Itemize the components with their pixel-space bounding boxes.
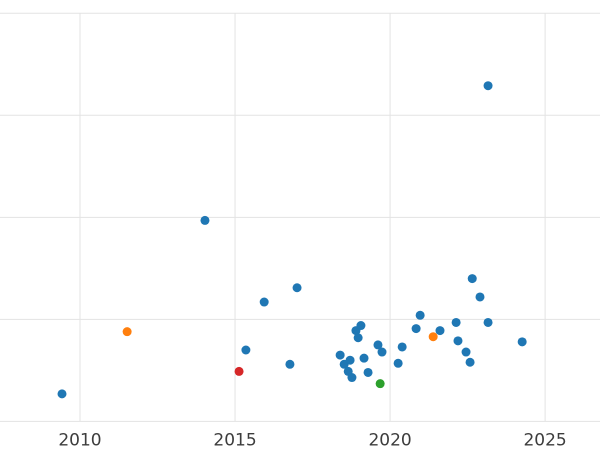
x-tick-label: 2025 xyxy=(523,430,566,450)
data-point xyxy=(415,310,425,320)
data-point xyxy=(483,81,493,91)
data-point xyxy=(428,332,438,342)
data-point xyxy=(356,321,366,331)
data-point xyxy=(359,353,369,363)
data-point xyxy=(483,317,493,327)
data-point xyxy=(335,350,345,360)
data-point xyxy=(377,347,387,357)
data-point xyxy=(435,326,445,336)
data-point xyxy=(122,327,132,337)
data-point xyxy=(353,333,363,343)
x-tick-label: 2020 xyxy=(368,430,411,450)
data-point xyxy=(234,366,244,376)
data-point xyxy=(393,358,403,368)
data-point xyxy=(375,379,385,389)
data-point xyxy=(241,345,251,355)
data-point xyxy=(345,355,355,365)
data-point xyxy=(451,317,461,327)
data-point xyxy=(453,336,463,346)
data-point xyxy=(517,337,527,347)
data-point xyxy=(465,357,475,367)
data-point xyxy=(259,297,269,307)
data-point xyxy=(411,324,421,334)
data-point xyxy=(57,389,67,399)
data-point xyxy=(347,373,357,383)
data-point xyxy=(373,340,383,350)
data-point xyxy=(461,347,471,357)
data-point xyxy=(397,342,407,352)
x-tick-label: 2010 xyxy=(58,430,101,450)
data-point xyxy=(292,283,302,293)
data-point xyxy=(363,367,373,377)
data-point xyxy=(285,359,295,369)
data-point xyxy=(475,292,485,302)
data-point xyxy=(467,274,477,284)
x-tick-label: 2015 xyxy=(213,430,256,450)
data-point xyxy=(200,215,210,225)
